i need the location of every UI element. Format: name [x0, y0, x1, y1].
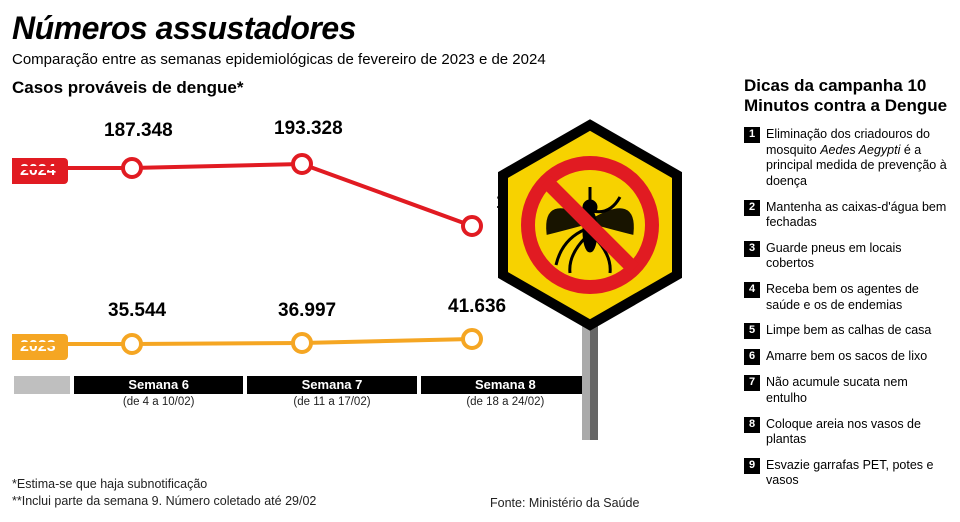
tip-item: 3 Guarde pneus em locais cobertos	[744, 241, 948, 272]
tip-number: 8	[744, 417, 760, 433]
svg-text:187.348: 187.348	[104, 120, 173, 141]
page-title: Números assustadores	[12, 10, 740, 47]
tip-text: Guarde pneus em locais cobertos	[766, 241, 948, 272]
footnote-2: **Inclui parte da semana 9. Número colet…	[12, 493, 316, 510]
tip-item: 6 Amarre bem os sacos de lixo	[744, 349, 948, 365]
tip-item: 1 Eliminação dos criadouros do mosquito A…	[744, 127, 948, 190]
series-tag-2024: 2024	[12, 158, 68, 184]
tip-number: 6	[744, 349, 760, 365]
tip-text: Amarre bem os sacos de lixo	[766, 349, 948, 365]
tip-item: 4 Receba bem os agentes de saúde e os de …	[744, 282, 948, 313]
tip-text: Mantenha as caixas-d'água bem fechadas	[766, 200, 948, 231]
tip-item: 2 Mantenha as caixas-d'água bem fechadas	[744, 200, 948, 231]
svg-text:35.544: 35.544	[108, 300, 167, 321]
source-label: Fonte: Ministério da Saúde	[490, 496, 639, 510]
x-axis-segment: Semana 6(de 4 a 10/02)	[72, 376, 245, 408]
tip-number: 2	[744, 200, 760, 216]
tip-number: 4	[744, 282, 760, 298]
x-axis-segment: Semana 7(de 11 a 17/02)	[245, 376, 418, 408]
svg-text:36.997: 36.997	[278, 300, 336, 321]
tip-text: Esvazie garrafas PET, potes e vasos	[766, 458, 948, 489]
footnotes: *Estima-se que haja subnotificação **Inc…	[12, 476, 316, 510]
tip-text: Coloque areia nos vasos de plantas	[766, 417, 948, 448]
tip-item: 5 Limpe bem as calhas de casa	[744, 323, 948, 339]
tip-text: Não acumule sucata nem entulho	[766, 375, 948, 406]
tip-number: 1	[744, 127, 760, 143]
tip-number: 9	[744, 458, 760, 474]
chart-title: Casos prováveis de dengue*	[12, 78, 740, 98]
page-subtitle: Comparação entre as semanas epidemiológi…	[12, 51, 740, 68]
tip-text: Receba bem os agentes de saúde e os de e…	[766, 282, 948, 313]
tip-item: 8 Coloque areia nos vasos de plantas	[744, 417, 948, 448]
tips-list: 1 Eliminação dos criadouros do mosquito A…	[744, 127, 948, 489]
footnote-1: *Estima-se que haja subnotificação	[12, 476, 316, 493]
series-tag-2023: 2023	[12, 334, 68, 360]
svg-text:193.328: 193.328	[274, 118, 343, 139]
tip-number: 3	[744, 241, 760, 257]
tip-item: 9 Esvazie garrafas PET, potes e vasos	[744, 458, 948, 489]
tip-item: 7 Não acumule sucata nem entulho	[744, 375, 948, 406]
tip-text: Limpe bem as calhas de casa	[766, 323, 948, 339]
tip-number: 5	[744, 323, 760, 339]
tip-number: 7	[744, 375, 760, 391]
tip-text: Eliminação dos criadouros do mosquito Ae…	[766, 127, 948, 190]
warning-sign	[470, 110, 710, 440]
tips-title: Dicas da campanha 10 Minutos contra a De…	[744, 76, 948, 115]
